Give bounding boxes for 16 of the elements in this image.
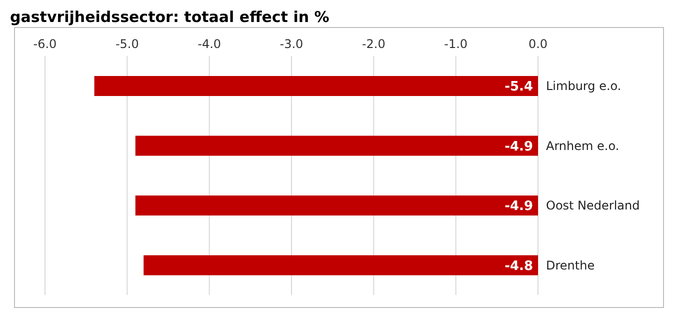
data-label: -4.9: [504, 139, 533, 154]
y-tick-label: Drenthe: [546, 258, 595, 272]
y-tick-label: Oost Nederland: [546, 198, 640, 213]
x-tick-label: -5.0: [115, 37, 139, 51]
x-tick-label: -1.0: [444, 37, 468, 51]
x-tick-label: -3.0: [280, 37, 304, 51]
x-tick-label: -6.0: [33, 37, 57, 51]
y-tick-label: Arnhem e.o.: [546, 138, 620, 153]
chart-title: gastvrijheidssector: totaal effect in %: [10, 8, 330, 27]
data-label: -5.4: [504, 80, 533, 95]
y-tick-label: Limburg e.o.: [546, 79, 622, 94]
x-tick-label: -4.0: [198, 37, 222, 51]
x-tick-label: -2.0: [362, 37, 386, 51]
data-label: -4.9: [504, 199, 533, 214]
x-tick-label: 0.0: [528, 37, 548, 51]
data-label: -4.8: [504, 258, 533, 274]
